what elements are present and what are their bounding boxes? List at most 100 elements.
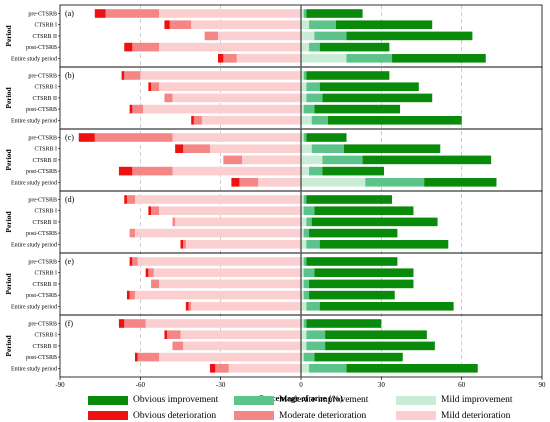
bar-segment-mild-det — [242, 155, 301, 165]
bar-segment-mild-imp — [301, 228, 304, 238]
bar-segment-mild-det — [159, 352, 301, 362]
bar-segment-mild-det — [172, 133, 301, 142]
x-tick-label: -30 — [216, 381, 226, 389]
category-label: CTSRB I — [34, 271, 57, 277]
bar-segment-obv-imp — [306, 133, 347, 142]
category-label: pre-CTSRB — [28, 12, 57, 18]
bar-segment-mild-det — [159, 9, 301, 18]
bar-segment-mod-det — [215, 364, 229, 373]
bar-segment-obv-det — [148, 206, 152, 215]
bar-segment-mod-det — [183, 240, 186, 249]
bar-segment-mod-imp — [303, 228, 310, 238]
bar-segment-obv-imp — [309, 290, 395, 300]
bar-segment-mod-imp — [306, 240, 320, 249]
category-label: Entire study period — [11, 304, 57, 310]
bar-segment-obv-imp — [306, 195, 393, 204]
bar-segment-obv-det — [148, 82, 152, 91]
category-label: CTSRB I — [34, 209, 57, 215]
category-label: Entire study period — [11, 118, 57, 124]
bar-segment-mod-det — [129, 290, 135, 300]
bar-segment-mod-det — [204, 31, 218, 41]
legend-label-moderate-deterioration: Moderate deterioration — [279, 410, 367, 421]
bar-segment-mild-det — [217, 31, 301, 41]
bar-segment-mod-imp — [303, 257, 307, 266]
x-tick-label: 30 — [378, 381, 386, 389]
bar-segment-mild-imp — [301, 144, 312, 153]
legend-item-mild-improvement: Mild improvement — [396, 394, 548, 407]
bar-segment-obv-imp — [319, 240, 449, 249]
legend-label-moderate-improvement: Moderate improvement — [279, 395, 369, 406]
bar-segment-mild-det — [172, 166, 301, 176]
bar-segment-obv-det — [129, 257, 133, 266]
legend-swatch-moderate-improvement — [234, 395, 274, 405]
bar-segment-mod-det — [124, 319, 146, 328]
legend: Obvious improvement Moderate improvement… — [88, 394, 548, 422]
bar-segment-mild-det — [191, 20, 301, 29]
x-tick-label: 90 — [539, 381, 547, 389]
bar-segment-mod-imp — [314, 31, 347, 41]
bar-segment-obv-det — [164, 330, 168, 339]
bar-segment-mild-imp — [301, 290, 304, 300]
bar-segment-mild-det — [201, 116, 301, 125]
bar-segment-mild-det — [183, 341, 301, 351]
y-axis-title: Period — [4, 149, 13, 171]
legend-item-moderate-deterioration: Moderate deterioration — [234, 410, 396, 422]
bar-segment-mod-imp — [306, 302, 320, 311]
y-axis-title: Period — [4, 87, 13, 109]
bar-segment-obv-imp — [309, 279, 414, 289]
category-label: CTSRB I — [34, 85, 57, 91]
bar-segment-obv-det — [134, 352, 138, 362]
bar-segment-obv-imp — [314, 104, 401, 114]
bar-segment-mod-imp — [309, 364, 347, 373]
bar-segment-obv-imp — [306, 319, 382, 328]
bar-segment-mild-imp — [301, 341, 307, 351]
bar-segment-mild-imp — [301, 54, 347, 63]
bar-segment-mod-det — [132, 42, 160, 52]
bar-segment-mild-imp — [301, 268, 304, 277]
bar-segment-mod-det — [151, 206, 160, 215]
bar-segment-mod-imp — [303, 290, 310, 300]
panel-label: (d) — [65, 195, 75, 204]
panel-label: (b) — [65, 71, 75, 80]
bar-segment-mild-imp — [301, 240, 307, 249]
bar-segment-mod-det — [193, 116, 202, 125]
bar-segment-mild-imp — [301, 302, 307, 311]
bar-segment-mild-det — [185, 240, 301, 249]
legend-swatch-mild-deterioration — [396, 411, 436, 421]
bar-segment-mild-det — [236, 54, 301, 63]
bar-segment-mod-imp — [306, 217, 312, 227]
bar-segment-obv-det — [145, 268, 149, 277]
category-label: post-CTSRB — [26, 107, 57, 113]
bar-segment-mild-imp — [301, 104, 304, 114]
legend-label-mild-deterioration: Mild deterioration — [441, 410, 511, 421]
bar-segment-mod-det — [132, 257, 138, 266]
bar-segment-mild-imp — [301, 9, 304, 18]
bar-segment-mild-imp — [301, 155, 323, 165]
y-axis-title: Period — [4, 211, 13, 233]
bar-segment-mod-imp — [303, 319, 307, 328]
bar-segment-obv-det — [126, 290, 130, 300]
category-label: CTSRB II — [32, 158, 57, 164]
bar-segment-obv-imp — [325, 341, 435, 351]
category-label: post-CTSRB — [26, 169, 57, 175]
legend-item-obvious-improvement: Obvious improvement — [88, 394, 234, 407]
legend-label-obvious-deterioration: Obvious deterioration — [133, 410, 217, 421]
bar-segment-obv-imp — [346, 31, 473, 41]
bar-segment-obv-imp — [311, 217, 438, 227]
bar-segment-mild-det — [191, 302, 301, 311]
bar-segment-obv-det — [175, 144, 184, 153]
bar-segment-mild-det — [209, 144, 301, 153]
x-tick-label: -60 — [136, 381, 146, 389]
bar-segment-mild-imp — [301, 20, 310, 29]
bar-segment-mild-imp — [301, 166, 310, 176]
bar-segment-obv-det — [94, 9, 106, 18]
bar-segment-mod-imp — [303, 206, 315, 215]
y-axis-title: Period — [4, 335, 13, 357]
bar-segment-obv-imp — [319, 302, 454, 311]
bar-segment-mild-det — [172, 93, 301, 103]
bar-segment-obv-imp — [362, 155, 492, 165]
bar-segment-obv-det — [164, 20, 170, 29]
bar-segment-mod-det — [223, 155, 243, 165]
